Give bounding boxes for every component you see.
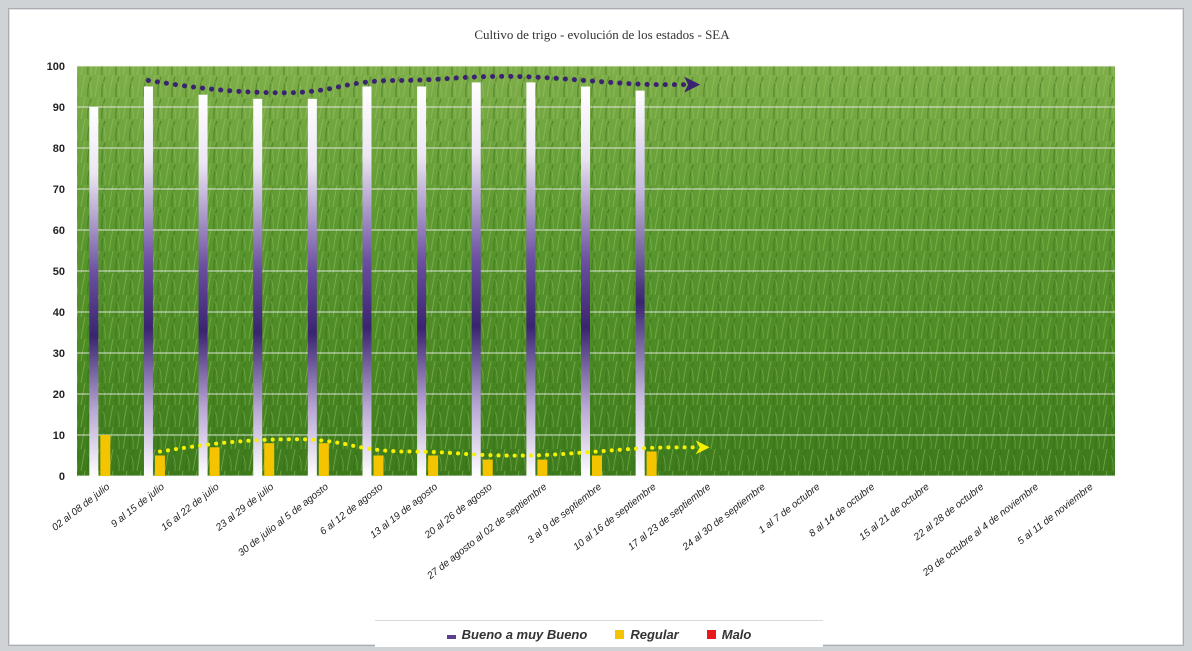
trend-arrowhead-bueno xyxy=(684,76,701,93)
bar-bueno xyxy=(417,86,427,476)
y-tick-label: 30 xyxy=(53,348,65,360)
x-tick-label: 27 de agosto al 02 de septiembre xyxy=(425,481,550,582)
y-tick-label: 100 xyxy=(47,61,65,73)
y-tick-label: 80 xyxy=(53,143,65,155)
y-tick-label: 0 xyxy=(59,471,65,483)
bar-regular xyxy=(209,447,220,476)
y-tick-label: 40 xyxy=(53,307,65,319)
legend-item-good: Bueno a muy Bueno xyxy=(446,626,588,642)
y-tick-label: 20 xyxy=(53,389,65,401)
legend-swatch-regular xyxy=(615,629,625,639)
bar-bueno xyxy=(198,94,208,476)
legend-label-good: Bueno a muy Bueno xyxy=(461,626,588,642)
x-tick-label: 29 de octubre al 4 de noviembre xyxy=(920,481,1041,579)
bar-regular xyxy=(482,459,493,476)
bar-regular xyxy=(646,451,657,476)
bar-bueno xyxy=(635,90,645,476)
bar-bueno xyxy=(89,107,99,476)
x-tick-label: 30 de julio al 5 de agosto xyxy=(236,481,331,558)
legend-swatch-good xyxy=(446,634,456,639)
y-tick-label: 50 xyxy=(53,266,65,278)
trend-arrow-bueno xyxy=(145,73,687,96)
bar-regular xyxy=(373,455,384,476)
legend-item-bad: Malo xyxy=(706,626,752,642)
x-tick-label: 9 al 15 de julio xyxy=(109,481,167,530)
trend-arrow-regular xyxy=(157,437,698,458)
x-tick-label: 16 al 22 de julio xyxy=(159,481,221,533)
bar-regular xyxy=(318,443,329,476)
bars xyxy=(89,82,657,477)
y-tick-label: 90 xyxy=(53,102,65,114)
y-axis-ticks: 0 10 20 30 40 50 60 70 80 90 100 xyxy=(47,61,65,483)
chart-frame: 0 10 20 30 40 50 60 70 80 90 100 02 al 08 de julio… xyxy=(8,8,1184,647)
bar-bueno xyxy=(581,86,590,476)
bar-bueno xyxy=(526,82,536,477)
trend-arrowhead-regular xyxy=(695,440,710,455)
y-tick-label: 70 xyxy=(53,184,65,196)
bar-bueno xyxy=(362,86,372,476)
bar-regular xyxy=(537,459,548,476)
bar-bueno xyxy=(307,98,317,477)
chart-svg: 0 10 20 30 40 50 60 70 80 90 100 02 al 08 de julio… xyxy=(47,27,1115,582)
legend-label-bad: Malo xyxy=(721,626,752,642)
bar-regular xyxy=(592,455,602,476)
bar-regular xyxy=(154,455,165,476)
y-tick-label: 60 xyxy=(53,225,65,237)
legend-swatch-bad xyxy=(706,629,716,639)
bar-bueno xyxy=(471,82,481,477)
trend-arrows xyxy=(145,73,710,458)
x-tick-label: 02 al 08 de julio xyxy=(50,481,112,533)
gridlines xyxy=(77,65,1115,477)
legend-item-regular: Regular xyxy=(615,626,679,642)
chart-title: Cultivo de trigo - evolución de los esta… xyxy=(474,27,730,42)
y-tick-label: 10 xyxy=(53,430,65,442)
legend: Bueno a muy Bueno Regular Malo xyxy=(375,620,823,647)
bar-regular xyxy=(100,435,111,476)
bar-regular xyxy=(428,455,439,476)
bar-regular xyxy=(264,443,275,476)
bar-bueno xyxy=(143,86,153,476)
bar-bueno xyxy=(253,98,263,477)
legend-label-regular: Regular xyxy=(630,626,679,642)
